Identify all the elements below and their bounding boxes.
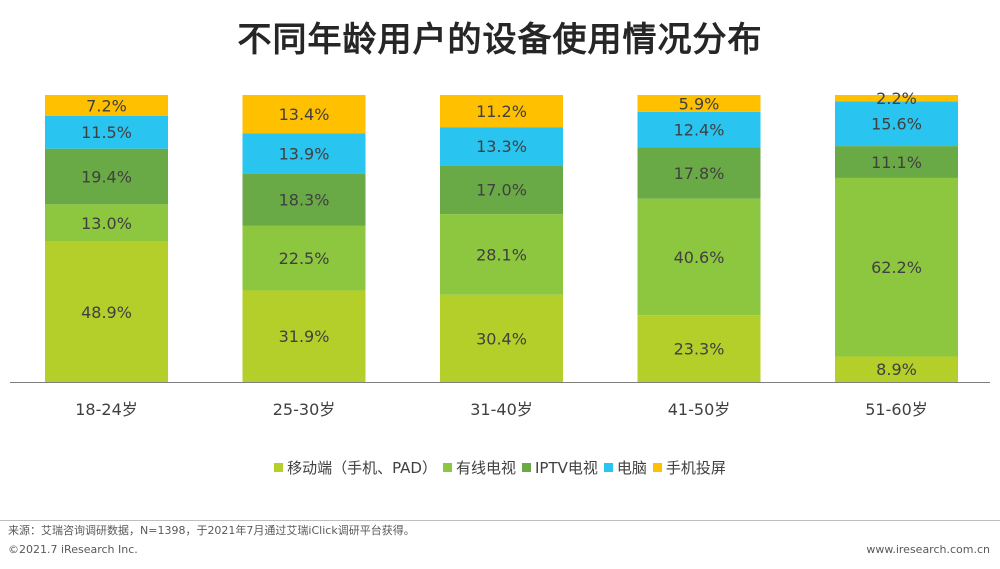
legend-swatch — [521, 463, 531, 472]
bar-segment — [242, 173, 366, 226]
bar-segment — [440, 127, 563, 166]
bar-segment — [45, 241, 168, 382]
legend-label: 有线电视 — [455, 459, 516, 477]
bar-segment — [45, 95, 168, 116]
data-label: 18.3% — [279, 191, 330, 210]
bar-segment — [440, 95, 563, 128]
legend-swatch — [652, 463, 662, 472]
data-label: 11.2% — [476, 102, 527, 121]
legend-label: 手机投屏 — [665, 459, 726, 477]
data-label: 17.8% — [674, 164, 725, 183]
legend-item: 移动端（手机、PAD） — [274, 457, 437, 478]
legend-swatch — [274, 463, 284, 472]
stacked-bar-chart: 48.9% 13.0% 19.4% 11.5% 7.2% 18-24岁 31.9% 22.5%… — [10, 89, 990, 419]
bar-segment — [242, 290, 366, 382]
data-label: 11.5% — [81, 123, 132, 142]
bar-segment — [835, 95, 958, 102]
legend-label: 电脑 — [616, 459, 647, 477]
data-label: 17.0% — [476, 181, 527, 200]
data-label: 23.3% — [674, 340, 725, 359]
legend-label: IPTV电视 — [534, 459, 598, 477]
data-label: 19.4% — [81, 168, 132, 187]
data-label: 13.9% — [279, 144, 330, 163]
data-label: 11.1% — [871, 153, 922, 172]
data-label: 13.0% — [81, 214, 132, 233]
bar-segment — [637, 111, 761, 148]
chart-title: 不同年龄用户的设备使用情况分布 — [237, 20, 763, 60]
legend-swatch — [603, 463, 613, 472]
bar-segment — [835, 146, 958, 178]
copyright: ©2021.7 iResearch Inc. — [8, 543, 138, 556]
data-label: 31.9% — [279, 327, 330, 346]
legend-item: 电脑 — [603, 457, 647, 478]
bar-segment — [637, 315, 761, 382]
data-label: 30.4% — [476, 329, 527, 348]
bar-segment — [440, 294, 563, 382]
x-tick-label: 25-30岁 — [273, 400, 336, 419]
legend-label: 移动端（手机、PAD） — [287, 459, 437, 477]
bar-segment — [835, 101, 958, 147]
data-label: 15.6% — [871, 115, 922, 134]
bar-segment — [242, 95, 366, 134]
bar-segment — [835, 356, 958, 382]
bar-segment — [242, 225, 366, 291]
data-label: 12.4% — [674, 121, 725, 140]
bar-segment — [45, 204, 168, 242]
bar-segment — [440, 214, 563, 295]
bar-segment — [45, 148, 168, 205]
data-label: 28.1% — [476, 245, 527, 264]
data-label: 62.2% — [871, 258, 922, 277]
data-label: 40.6% — [674, 248, 725, 267]
data-label: 5.9% — [679, 94, 720, 113]
legend: 移动端（手机、PAD） 有线电视 IPTV电视 电脑 手机投屏 — [0, 457, 1000, 478]
data-label: 13.3% — [476, 137, 527, 156]
data-label: 2.2% — [876, 89, 917, 108]
bar-segment — [637, 198, 761, 316]
data-label: 48.9% — [81, 303, 132, 322]
x-tick-label: 31-40岁 — [470, 400, 533, 419]
source-note: 来源：艾瑞咨询调研数据，N=1398，于2021年7月通过艾瑞iClick调研平… — [8, 524, 415, 537]
bar-segment — [242, 133, 366, 174]
data-label: 22.5% — [279, 249, 330, 268]
website: www.iresearch.com.cn — [866, 543, 990, 556]
bar-segment — [440, 165, 563, 215]
x-tick-label: 51-60岁 — [865, 400, 928, 419]
data-label: 8.9% — [876, 360, 917, 379]
legend-item: IPTV电视 — [521, 457, 598, 478]
bar-segment — [637, 147, 761, 199]
legend-item: 手机投屏 — [652, 457, 726, 478]
legend-item: 有线电视 — [442, 457, 516, 478]
bar-segment — [45, 115, 168, 149]
x-tick-label: 41-50岁 — [668, 400, 731, 419]
legend-swatch — [442, 463, 452, 472]
x-tick-label: 18-24岁 — [75, 400, 138, 419]
data-label: 7.2% — [86, 96, 127, 115]
bar-segment — [835, 177, 958, 357]
bar-segment — [637, 95, 761, 112]
data-label: 13.4% — [279, 105, 330, 124]
footer-divider — [0, 520, 1000, 521]
